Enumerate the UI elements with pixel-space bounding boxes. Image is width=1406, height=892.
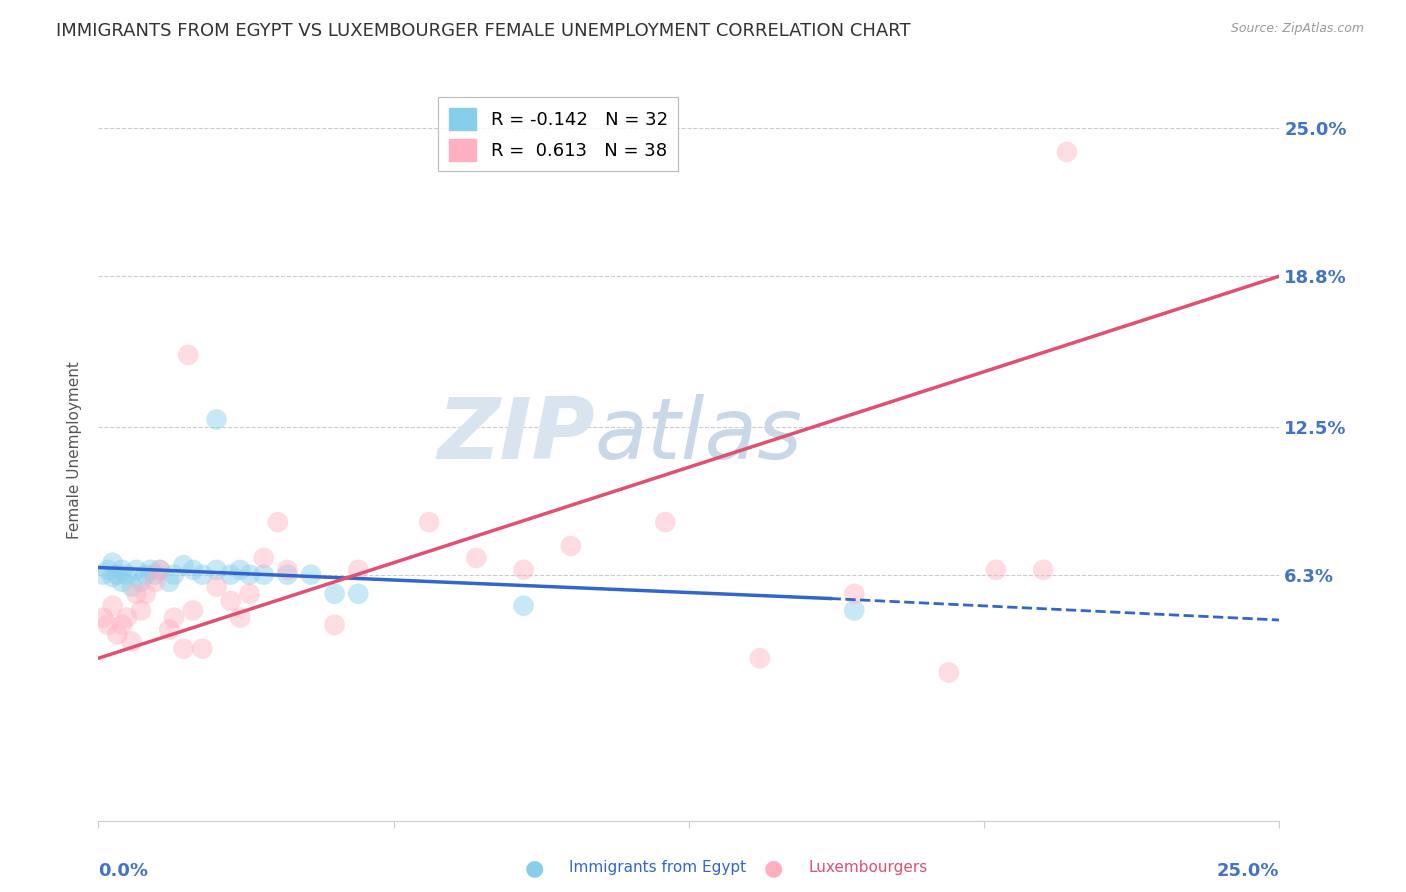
Point [97, 617, 120, 632]
Point [115, 610, 138, 624]
Point [560, 539, 582, 553]
Text: 0.0%: 0.0% [98, 863, 149, 880]
Point [323, 587, 346, 601]
Point [149, 563, 172, 577]
Point [135, 567, 157, 582]
Point [984, 563, 1007, 577]
Point [97, 563, 120, 577]
Point [143, 574, 166, 589]
Point [418, 515, 440, 529]
Point [111, 617, 134, 632]
Point [101, 599, 124, 613]
Point [121, 580, 143, 594]
Point [157, 623, 180, 637]
Point [143, 567, 166, 582]
Legend: R = -0.142   N = 32, R =  0.613   N = 38: R = -0.142 N = 32, R = 0.613 N = 38 [439, 96, 679, 171]
Point [205, 563, 228, 577]
Point [219, 594, 242, 608]
Point [181, 563, 204, 577]
Text: ●: ● [763, 858, 783, 878]
Point [135, 587, 157, 601]
Point [157, 574, 180, 589]
Text: ZIP: ZIP [437, 394, 595, 477]
Point [129, 603, 152, 617]
Point [239, 567, 262, 582]
Point [205, 412, 228, 426]
Point [1032, 563, 1054, 577]
Point [91, 610, 114, 624]
Point [149, 563, 172, 577]
Point [163, 567, 186, 582]
Point [267, 515, 290, 529]
Point [253, 567, 276, 582]
Point [654, 515, 676, 529]
Point [139, 563, 162, 577]
Y-axis label: Female Unemployment: Female Unemployment [67, 361, 83, 540]
Point [115, 567, 138, 582]
Point [125, 587, 148, 601]
Point [229, 563, 252, 577]
Text: 25.0%: 25.0% [1218, 863, 1279, 880]
Point [253, 550, 276, 565]
Point [219, 567, 242, 582]
Point [101, 570, 124, 584]
Point [844, 587, 866, 601]
Text: atlas: atlas [595, 394, 803, 477]
Point [172, 641, 194, 656]
Point [91, 567, 114, 582]
Text: IMMIGRANTS FROM EGYPT VS LUXEMBOURGER FEMALE UNEMPLOYMENT CORRELATION CHART: IMMIGRANTS FROM EGYPT VS LUXEMBOURGER FE… [56, 22, 911, 40]
Text: ●: ● [524, 858, 544, 878]
Point [347, 563, 370, 577]
Point [121, 634, 143, 648]
Point [844, 603, 866, 617]
Point [163, 610, 186, 624]
Point [299, 567, 322, 582]
Point [347, 587, 370, 601]
Point [276, 567, 298, 582]
Point [129, 574, 152, 589]
Point [205, 580, 228, 594]
Point [512, 563, 534, 577]
Point [938, 665, 960, 680]
Point [229, 610, 252, 624]
Point [111, 563, 134, 577]
Point [323, 617, 346, 632]
Point [276, 563, 298, 577]
Point [1056, 145, 1078, 159]
Point [748, 651, 770, 665]
Point [111, 574, 134, 589]
Point [191, 641, 214, 656]
Point [105, 567, 128, 582]
Text: Luxembourgers: Luxembourgers [808, 861, 928, 875]
Text: Source: ZipAtlas.com: Source: ZipAtlas.com [1230, 22, 1364, 36]
Text: Immigrants from Egypt: Immigrants from Egypt [569, 861, 747, 875]
Point [177, 348, 200, 362]
Point [172, 558, 194, 573]
Point [181, 603, 204, 617]
Point [105, 627, 128, 641]
Point [465, 550, 488, 565]
Point [239, 587, 262, 601]
Point [101, 556, 124, 570]
Point [512, 599, 534, 613]
Point [125, 563, 148, 577]
Point [191, 567, 214, 582]
